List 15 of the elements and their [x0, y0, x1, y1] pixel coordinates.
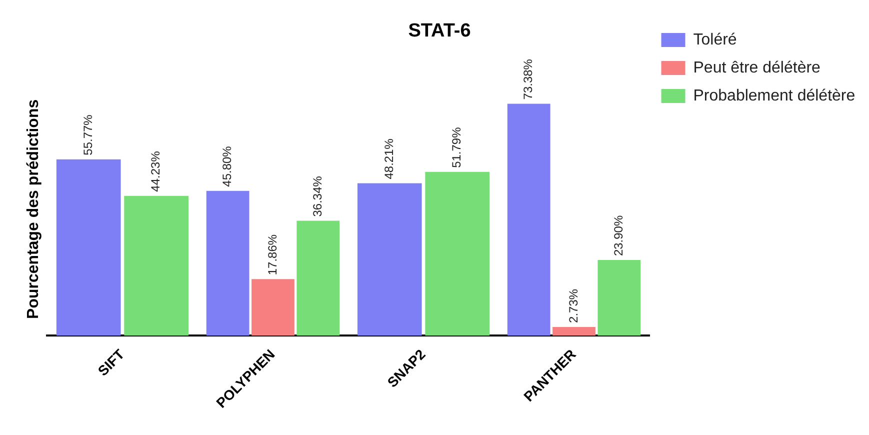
chart-title: STAT-6	[408, 20, 471, 42]
legend-label: Probablement délétère	[693, 87, 856, 104]
data-label: 17.86%	[265, 234, 280, 276]
data-label: 51.79%	[450, 126, 464, 168]
data-label: 44.23%	[148, 150, 163, 192]
data-label: 36.34%	[310, 176, 324, 217]
legend-label: Toléré	[693, 31, 737, 48]
data-label: 55.77%	[80, 114, 95, 156]
data-label: 2.73%	[566, 288, 580, 323]
legend-label: Peut être délétère	[693, 59, 821, 76]
y-axis-title: Pourcentage des prédictions	[25, 99, 42, 319]
data-label: 45.80%	[220, 146, 234, 187]
data-label: 23.90%	[611, 215, 626, 256]
data-label: 73.38%	[521, 58, 536, 100]
data-label: 48.21%	[382, 138, 396, 180]
